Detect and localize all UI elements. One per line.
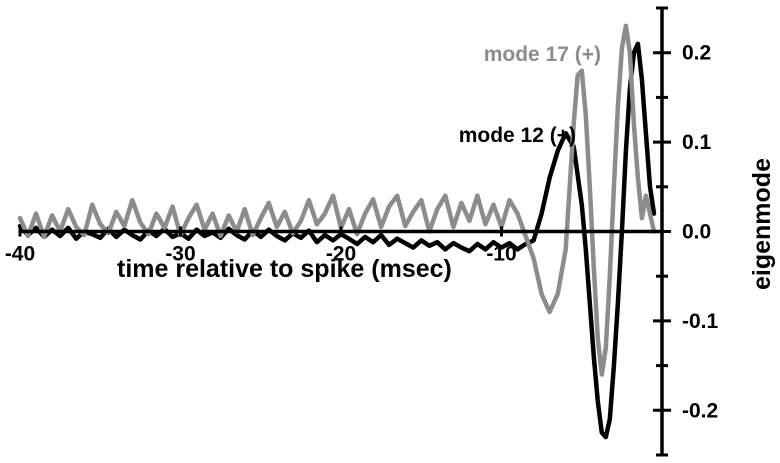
ticks-layer: -0.2 -0.1 0.0 0.1 0.2 -40 -30 -20 -10 (5, 6, 719, 457)
y-tick-label: -0.2 (682, 399, 718, 422)
y-tick-label: 0.0 (682, 221, 711, 244)
x-tick-label: -10 (486, 243, 516, 266)
x-tick-label: -30 (165, 243, 195, 266)
y-tick-label: 0.2 (682, 42, 711, 65)
y-tick-label: -0.1 (682, 310, 719, 333)
x-axis-title: time relative to spike (msec) (117, 255, 452, 283)
series-layer (17, 23, 657, 440)
x-tick-label: -20 (326, 243, 356, 266)
x-tick-label: -40 (5, 243, 35, 266)
series-label-mode-17: mode 17 (+) (484, 43, 601, 66)
y-tick-label: 0.1 (682, 131, 712, 154)
series-label-mode-12: mode 12 (+) (459, 124, 576, 147)
series-line-mode-12 (17, 41, 657, 440)
series-line-mode-17 (17, 23, 657, 377)
y-axis-title: eigenmode (748, 158, 776, 290)
